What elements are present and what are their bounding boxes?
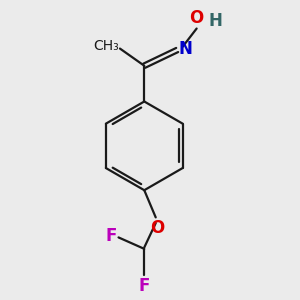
Text: F: F <box>139 277 150 295</box>
Text: CH₃: CH₃ <box>93 39 119 53</box>
Text: F: F <box>106 227 117 245</box>
Text: H: H <box>208 11 222 29</box>
Text: O: O <box>189 9 203 27</box>
Text: N: N <box>178 40 193 58</box>
Text: O: O <box>150 218 164 236</box>
